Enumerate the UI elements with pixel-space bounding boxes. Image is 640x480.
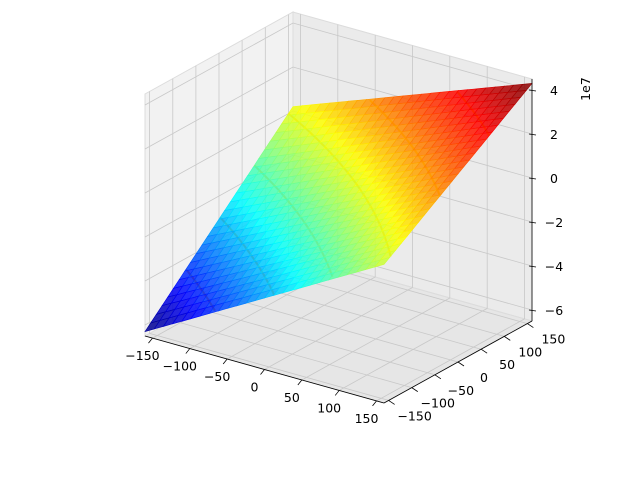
- y-tick: [457, 361, 465, 367]
- x-tick-label: 50: [284, 390, 300, 405]
- x-tick-label: 0: [251, 380, 259, 395]
- surface-plot: [144, 83, 533, 333]
- x-tick-label: −50: [204, 369, 230, 384]
- z-tick-label: −2: [545, 215, 563, 230]
- x-tick-label: 150: [355, 411, 379, 426]
- z-tick: [528, 221, 537, 224]
- z-tick-label: 4: [550, 83, 558, 98]
- x-tick: [334, 390, 340, 396]
- x-tick: [222, 358, 228, 365]
- grid-line-x: [376, 76, 525, 402]
- y-tick: [527, 323, 534, 328]
- z-tick-label: 0: [550, 171, 558, 186]
- z-tick: [528, 309, 537, 312]
- y-tick-label: 100: [518, 344, 542, 359]
- y-tick: [411, 387, 418, 392]
- z-tick: [528, 89, 537, 92]
- y-tick: [434, 374, 442, 380]
- z-tick-label: −6: [545, 303, 563, 318]
- z-tick-label: −4: [545, 259, 563, 274]
- y-tick-label: −100: [421, 396, 455, 411]
- x-tick: [297, 379, 303, 386]
- z-tick: [528, 133, 537, 136]
- y-tick: [480, 348, 488, 354]
- z-tick-label: 2: [550, 127, 558, 142]
- x-tick: [148, 337, 153, 344]
- y-tick-label: −150: [397, 408, 431, 423]
- y-tick: [388, 400, 395, 405]
- surface-patch: [373, 256, 391, 268]
- z-tick: [528, 265, 537, 268]
- x-tick-label: −150: [125, 348, 159, 363]
- y-tick-label: 0: [480, 370, 488, 385]
- y-tick-label: −50: [448, 383, 474, 398]
- y-tick-label: 150: [541, 332, 565, 347]
- z-tick: [528, 177, 537, 180]
- grid-line-y: [149, 91, 389, 401]
- x-tick: [260, 369, 265, 375]
- grid-line-z: [144, 22, 533, 106]
- x-tick-label: −100: [163, 359, 197, 374]
- y-tick-label: 50: [499, 357, 515, 372]
- z-offset-label: 1e7: [578, 77, 593, 101]
- x-tick-label: 100: [317, 400, 341, 415]
- grid-line-x: [339, 66, 488, 391]
- y-tick: [504, 336, 511, 341]
- x-tick: [372, 400, 377, 407]
- x-tick: [185, 348, 191, 354]
